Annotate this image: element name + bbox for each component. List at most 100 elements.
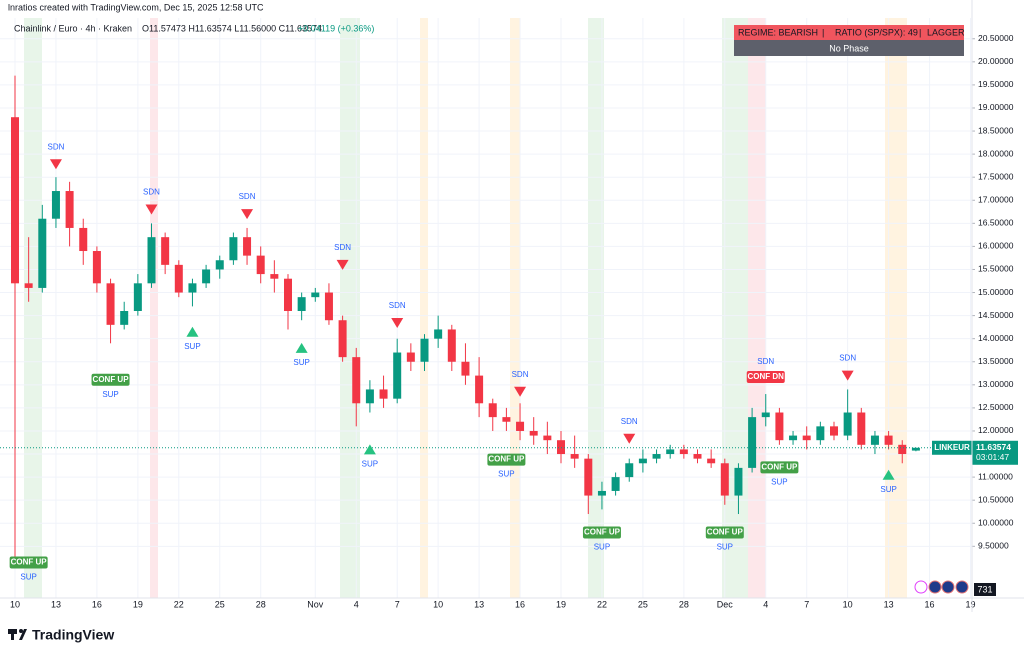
- last-price-label: 11.63574: [976, 442, 1011, 452]
- band: [340, 18, 360, 598]
- candle-body: [447, 329, 456, 362]
- candle-body: [65, 191, 74, 228]
- y-tick-label: 20.00000: [978, 56, 1014, 66]
- signal-box: [760, 461, 799, 474]
- y-tick-label: 12.50000: [978, 402, 1014, 412]
- x-tick-label: 4: [763, 599, 768, 609]
- icon[interactable]: [928, 580, 942, 594]
- signal-box-label: CONF UP: [93, 375, 130, 384]
- separator: |: [822, 27, 824, 37]
- x-tick-label: 16: [515, 599, 525, 609]
- signal-label: SDN: [48, 142, 65, 151]
- regime-status: REGIME: BEARISH: [738, 27, 818, 37]
- sell-marker: [391, 317, 404, 328]
- signal-label: SUP: [102, 390, 118, 399]
- signal-box-label: CONF DN: [748, 372, 785, 381]
- x-tick-label: 25: [638, 599, 648, 609]
- x-tick-label: Dec: [717, 599, 734, 609]
- icon[interactable]: [941, 580, 955, 594]
- candle-body: [284, 278, 292, 311]
- icon[interactable]: [914, 580, 928, 594]
- indicator-icons: [914, 580, 969, 594]
- candle-body: [597, 490, 606, 496]
- candle-body: [338, 320, 347, 358]
- regime-ratio: RATIO (SP/SPX): 49: [835, 27, 918, 37]
- candle-body: [475, 375, 484, 404]
- signal-box: [91, 373, 130, 386]
- candle-body: [679, 449, 688, 455]
- y-tick-label: 19.00000: [978, 102, 1014, 112]
- symbol-tag: [932, 440, 972, 455]
- signal-label: SUP: [880, 485, 896, 494]
- y-tick-label: 11.00000: [978, 471, 1013, 481]
- sell-marker: [623, 433, 636, 444]
- candle-body: [857, 412, 866, 445]
- signal-label: SDN: [239, 192, 256, 201]
- candle-body: [666, 449, 675, 455]
- x-tick-label: 22: [174, 599, 184, 609]
- symbol-line: Chainlink / Euro · 4h · Kraken: [14, 23, 132, 33]
- candle-body: [202, 269, 211, 284]
- candle-body: [584, 458, 593, 496]
- y-tick-label: 9.50000: [978, 541, 1009, 551]
- signal-box: [582, 526, 621, 539]
- candle-body: [393, 352, 402, 399]
- x-tick-label: 28: [679, 599, 689, 609]
- candle-body: [215, 260, 224, 270]
- candle-body: [789, 435, 798, 441]
- band: [150, 18, 158, 598]
- candle-body: [79, 227, 88, 252]
- candle-body: [734, 467, 743, 496]
- signal-box: [9, 556, 48, 569]
- x-tick-label: 19: [133, 599, 143, 609]
- candle-body: [256, 255, 265, 275]
- candle-body: [570, 454, 579, 459]
- logo-mark: [19, 629, 27, 640]
- y-tick-label: 19.50000: [978, 79, 1014, 89]
- candle-body: [406, 352, 415, 362]
- logo-mark: [11, 629, 14, 640]
- y-tick-label: 12.00000: [978, 425, 1014, 435]
- x-tick-label: 22: [597, 599, 607, 609]
- band: [420, 18, 428, 598]
- regime-phase: No Phase: [829, 43, 869, 53]
- signal-label: SUP: [498, 470, 514, 479]
- y-tick-label: 13.50000: [978, 356, 1014, 366]
- candle-body: [816, 426, 825, 441]
- phase-row: [734, 40, 964, 56]
- signal-label: SUP: [594, 543, 610, 552]
- sell-marker: [145, 204, 158, 215]
- candle-body: [161, 237, 170, 265]
- candle-body: [147, 237, 156, 284]
- signal-label: SDN: [512, 370, 529, 379]
- candle-body: [420, 338, 429, 362]
- sell-marker: [514, 386, 527, 397]
- signal-label: SUP: [362, 460, 378, 469]
- candle-body: [802, 435, 811, 441]
- candle-body: [898, 444, 907, 455]
- candle-body: [911, 447, 920, 451]
- icon[interactable]: [955, 580, 969, 594]
- candle-body: [133, 283, 142, 311]
- ohlc: O11.57473 H11.63574 L11.56000 C11.63574: [142, 23, 322, 33]
- y-tick-label: 18.00000: [978, 148, 1014, 158]
- signal-label: SDN: [389, 301, 406, 310]
- y-tick-label: 17.50000: [978, 171, 1014, 181]
- x-tick-label: 19: [965, 599, 975, 609]
- candle-body: [243, 237, 252, 256]
- buy-marker: [295, 342, 308, 353]
- candle-body: [352, 357, 361, 404]
- x-tick-label: 19: [556, 599, 566, 609]
- price-tag: [972, 440, 1018, 465]
- signal-box-label: CONF UP: [761, 463, 798, 472]
- candle-body: [488, 403, 497, 418]
- y-tick-label: 10.50000: [978, 494, 1014, 504]
- candle-body: [120, 310, 129, 325]
- credit: lnratios created with TradingView.com, D…: [8, 2, 264, 12]
- logo: [8, 629, 27, 640]
- candle-body: [748, 417, 757, 468]
- logo-mark: [19, 629, 23, 633]
- band: [748, 18, 766, 598]
- candle-body: [270, 274, 279, 279]
- candle-body: [707, 458, 716, 464]
